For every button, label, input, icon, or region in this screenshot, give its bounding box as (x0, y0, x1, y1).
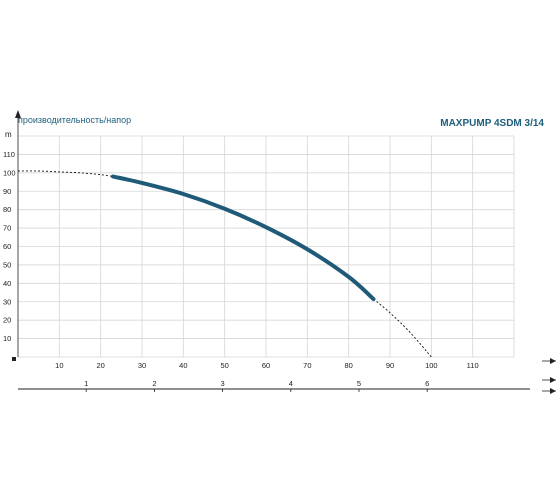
y-tick-label: 50 (3, 260, 11, 269)
curves (17, 170, 432, 358)
y-tick-label: 90 (3, 187, 11, 196)
y-tick-label: 60 (3, 242, 11, 251)
secondary-axis-arrow-1 (550, 377, 556, 383)
secondary-tick-label: 6 (425, 379, 429, 388)
y-axis-label: производительность/напор (18, 115, 131, 125)
x-tick-label: 20 (96, 361, 104, 370)
y-tick-label: 30 (3, 297, 11, 306)
chart-title: MAXPUMP 4SDM 3/14 (440, 118, 544, 129)
secondary-tick-label: 3 (221, 379, 225, 388)
y-tick-label: 20 (3, 316, 11, 325)
secondary-tick-label: 5 (357, 379, 361, 388)
secondary-axis-arrow-2 (550, 388, 556, 394)
y-axis-arrow (15, 110, 21, 118)
performance-curve (111, 174, 376, 301)
x-axis-arrow (550, 358, 556, 364)
x-tick-label: 100 (425, 361, 438, 370)
x-tick-label: 90 (386, 361, 394, 370)
extrapolated-curve-start (17, 170, 114, 177)
secondary-tick-label: 4 (289, 379, 293, 388)
y-tick-label: 40 (3, 279, 11, 288)
x-tick-label: 30 (138, 361, 146, 370)
y-tick-label: 10 (3, 334, 11, 343)
x-tick-label: 110 (467, 361, 479, 370)
x-tick-label: 70 (303, 361, 311, 370)
y-tick-label: 70 (3, 224, 11, 233)
y-axis-unit: m (5, 130, 12, 139)
x-tick-label: 50 (220, 361, 228, 370)
extrapolated-curve-end (373, 298, 432, 358)
y-tick-label: 80 (3, 205, 11, 214)
origin-marker (12, 357, 16, 361)
x-tick-label: 80 (344, 361, 352, 370)
secondary-tick-label: 1 (84, 379, 88, 388)
grid (18, 135, 515, 357)
x-tick-label: 10 (55, 361, 63, 370)
tick-labels: 10 20 30 40 50 60 70 80 90 100 110 10 20 30 40 50 60 70 80… (3, 150, 479, 388)
axes (12, 110, 556, 394)
x-tick-label: 60 (262, 361, 270, 370)
x-tick-label: 40 (179, 361, 187, 370)
y-tick-label: 100 (3, 168, 16, 177)
secondary-tick-label: 2 (152, 379, 156, 388)
y-tick-label: 110 (3, 150, 15, 159)
